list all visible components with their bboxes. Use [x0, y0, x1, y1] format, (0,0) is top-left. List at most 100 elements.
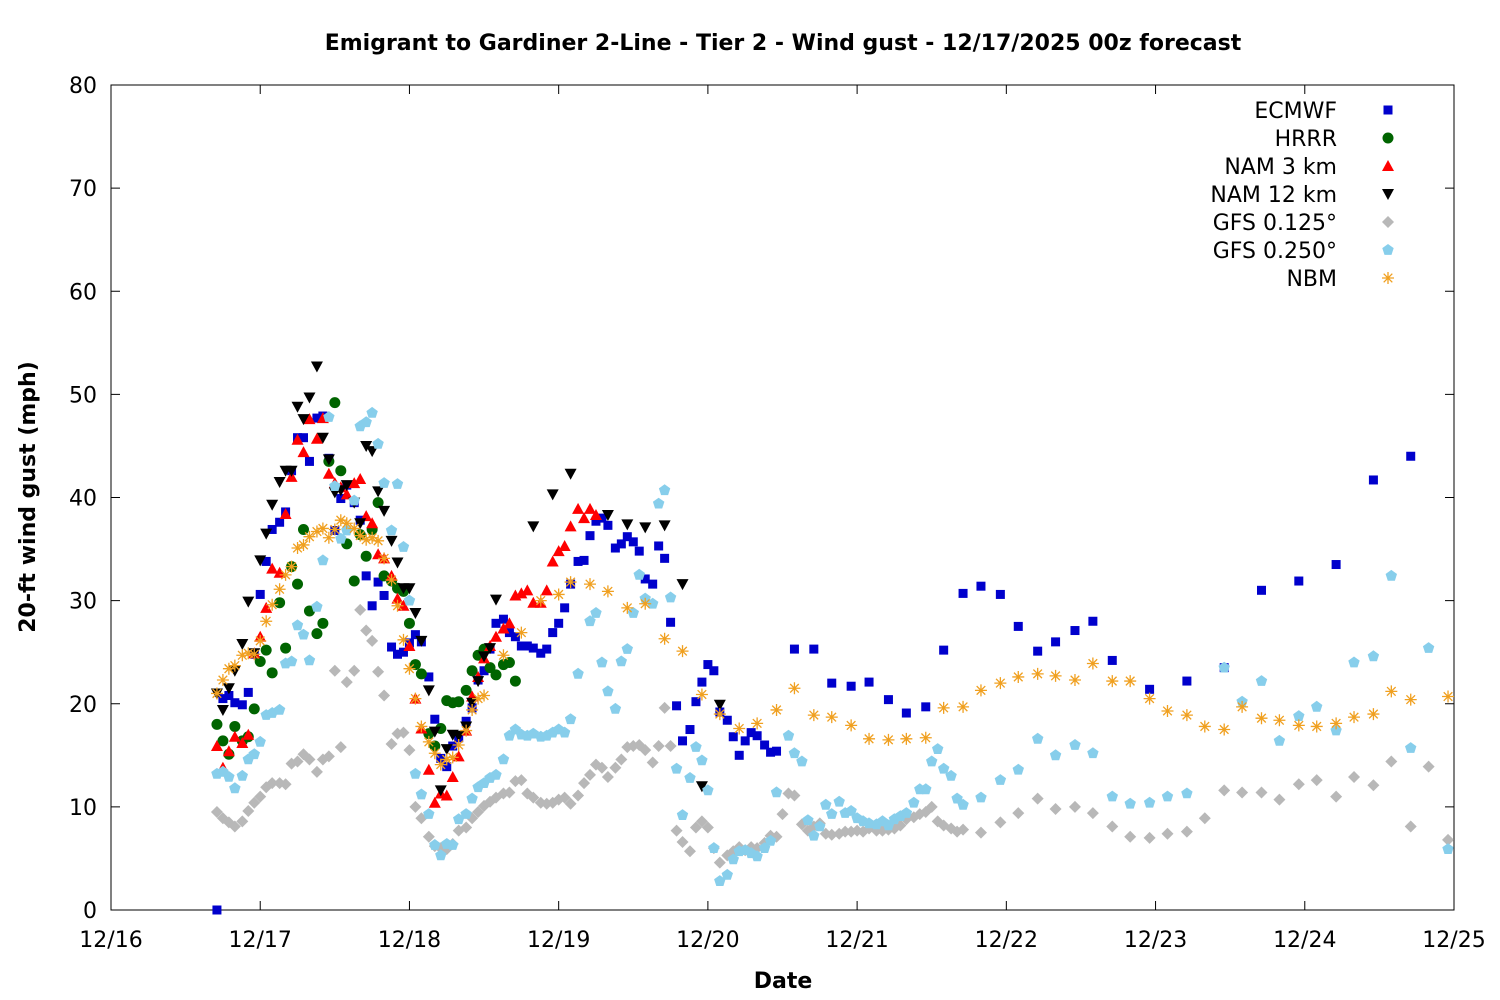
data-point — [261, 556, 271, 566]
legend-label: ECMWF — [1254, 99, 1337, 124]
data-point — [447, 839, 459, 850]
data-point — [573, 556, 583, 566]
y-tick-label: 50 — [69, 383, 97, 408]
data-point — [602, 685, 614, 697]
data-point — [248, 648, 261, 661]
x-tick-label: 12/20 — [676, 928, 739, 953]
data-point — [776, 808, 789, 821]
data-point — [510, 632, 520, 642]
data-point — [697, 677, 707, 687]
data-point — [703, 660, 713, 670]
data-point — [1031, 667, 1044, 680]
data-point — [335, 532, 347, 544]
data-point — [615, 655, 627, 667]
data-point — [564, 520, 577, 532]
data-point — [354, 603, 367, 616]
data-point — [634, 546, 644, 556]
data-point — [372, 486, 385, 498]
y-tick-label: 40 — [69, 487, 97, 512]
data-point — [976, 581, 986, 591]
data-point — [1292, 778, 1305, 791]
legend-label: NAM 12 km — [1210, 183, 1337, 208]
data-point — [391, 478, 404, 489]
legend-marker — [1382, 216, 1394, 228]
data-point — [285, 655, 298, 667]
data-point — [378, 689, 391, 702]
data-point — [633, 568, 645, 580]
data-point — [452, 730, 465, 742]
data-point — [504, 628, 514, 638]
data-point — [652, 497, 665, 509]
data-point — [974, 684, 987, 697]
data-point — [1124, 675, 1137, 688]
data-point — [435, 849, 447, 861]
data-point — [1182, 676, 1192, 686]
data-point — [415, 668, 427, 680]
data-point — [1013, 621, 1023, 631]
data-point — [1367, 650, 1380, 662]
data-point — [317, 617, 329, 629]
data-point — [1143, 831, 1156, 844]
data-point — [385, 535, 398, 547]
data-point — [236, 815, 249, 828]
data-series — [210, 361, 1455, 915]
data-point — [372, 497, 384, 509]
data-point — [503, 617, 516, 629]
data-point — [291, 755, 304, 768]
data-point — [658, 701, 671, 714]
data-point — [329, 480, 341, 491]
data-point — [1368, 475, 1378, 485]
data-point — [385, 524, 398, 536]
data-point — [1049, 749, 1062, 761]
data-point — [666, 617, 676, 627]
data-point — [664, 740, 677, 753]
data-point — [354, 472, 367, 484]
data-point — [1143, 692, 1156, 705]
data-point — [921, 702, 931, 712]
data-point — [340, 480, 353, 492]
legend-marker — [1382, 132, 1394, 144]
data-point — [403, 640, 416, 651]
data-point — [1442, 833, 1455, 846]
data-point — [696, 754, 708, 766]
data-point — [621, 643, 633, 654]
data-point — [434, 785, 447, 797]
data-point — [334, 741, 347, 754]
data-point — [734, 750, 744, 760]
data-point — [303, 654, 316, 666]
data-point — [814, 820, 826, 832]
data-point — [1161, 827, 1174, 840]
data-point — [222, 662, 235, 675]
data-point — [212, 905, 222, 915]
data-point — [1198, 812, 1211, 825]
data-point — [683, 845, 696, 858]
data-point — [322, 531, 335, 544]
y-tick-label: 70 — [69, 177, 97, 202]
data-point — [490, 669, 502, 681]
data-point — [691, 697, 701, 707]
data-point — [664, 591, 677, 603]
data-point — [802, 814, 814, 826]
data-point — [440, 744, 453, 756]
data-point — [409, 692, 422, 705]
data-point — [938, 762, 950, 774]
data-point — [489, 630, 502, 642]
data-point — [695, 815, 708, 828]
data-point — [564, 468, 577, 480]
data-point — [1012, 670, 1025, 683]
data-point — [676, 579, 689, 591]
data-point — [1330, 717, 1343, 730]
data-point — [298, 433, 308, 443]
data-point — [323, 411, 335, 422]
data-point — [366, 406, 378, 418]
data-point — [622, 532, 632, 542]
data-point — [957, 823, 970, 836]
data-point — [595, 761, 608, 774]
data-point — [554, 618, 564, 628]
data-point — [360, 624, 373, 637]
data-point — [521, 584, 534, 596]
data-point — [452, 750, 465, 762]
data-point — [572, 502, 585, 514]
data-point — [1422, 760, 1435, 773]
data-point — [228, 730, 241, 742]
